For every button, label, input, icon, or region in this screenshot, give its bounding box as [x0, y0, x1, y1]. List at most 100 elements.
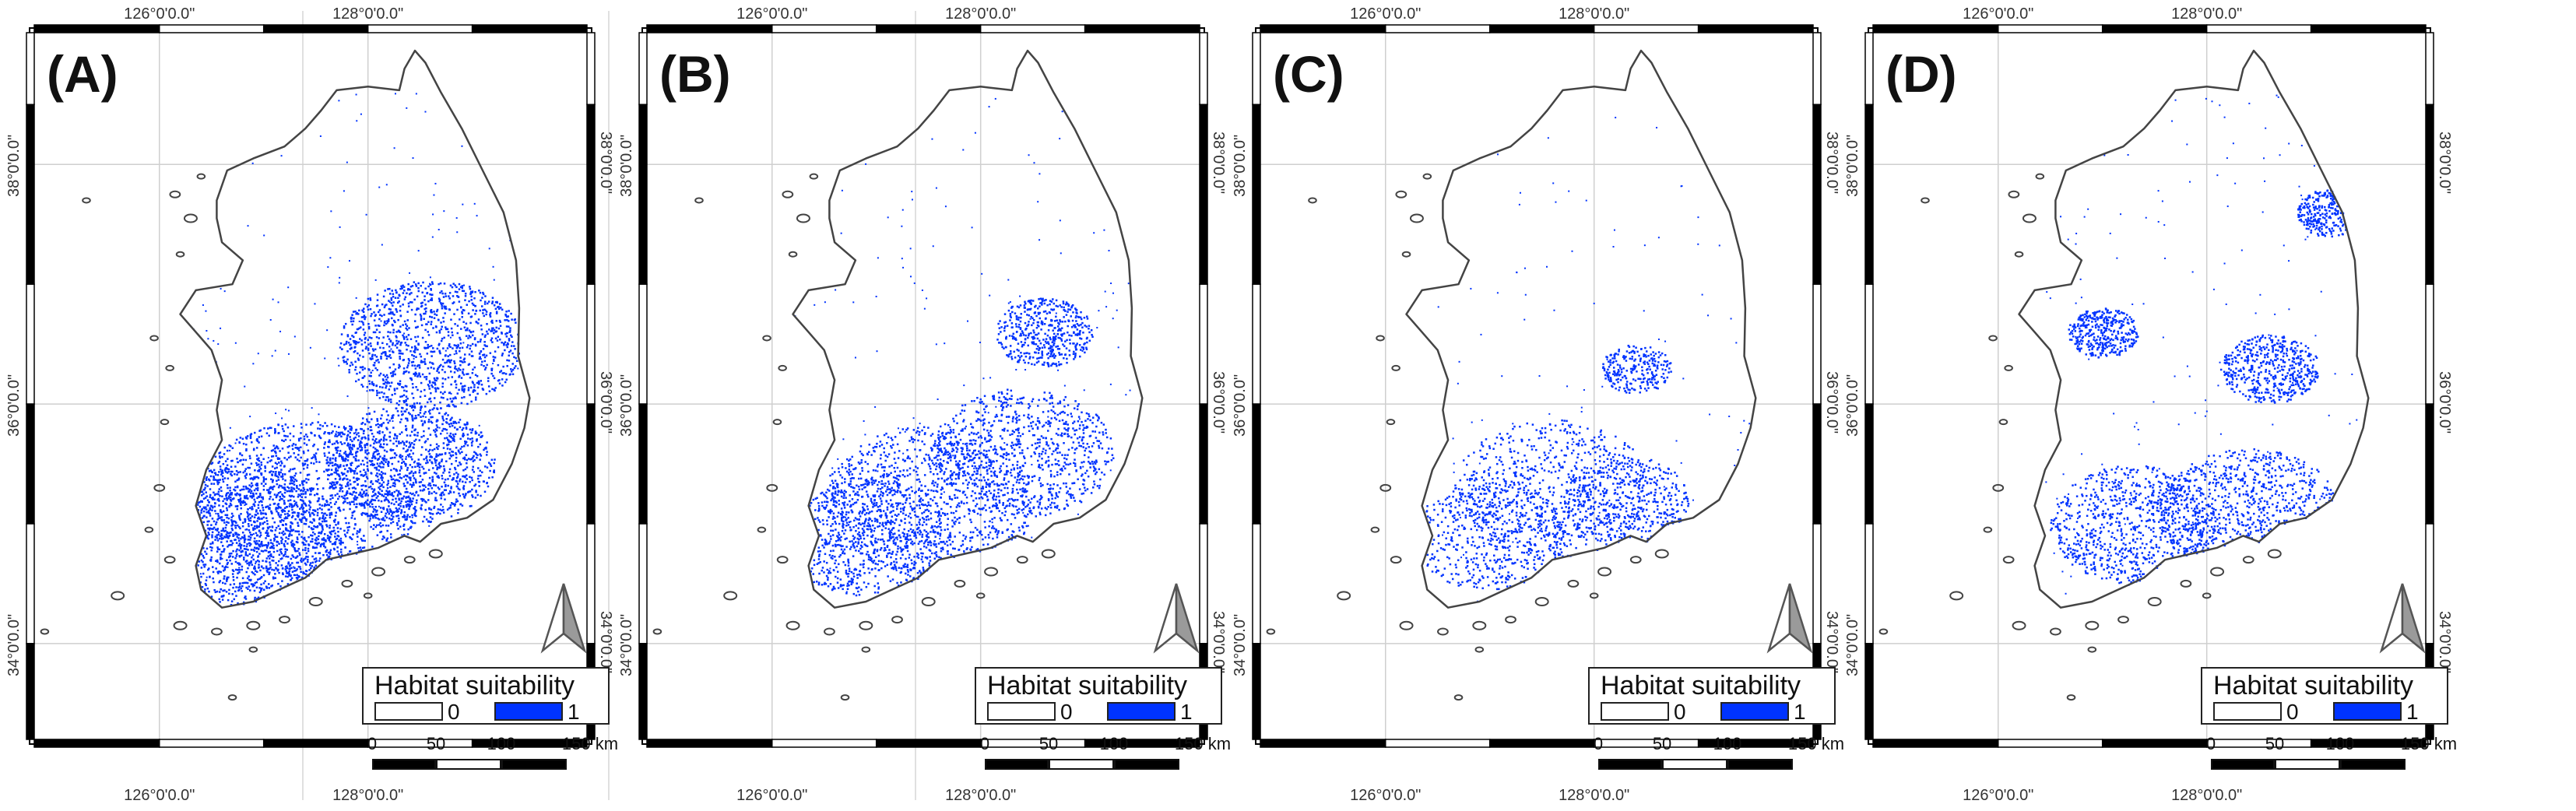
- habitat-cell: [420, 317, 423, 320]
- habitat-cell: [448, 345, 451, 347]
- habitat-cell: [841, 462, 843, 465]
- habitat-cell: [899, 556, 902, 560]
- habitat-cell: [346, 470, 349, 473]
- habitat-cell: [431, 311, 433, 314]
- habitat-cell: [950, 430, 952, 433]
- habitat-cell: [462, 469, 465, 472]
- habitat-cell: [483, 360, 487, 363]
- habitat-cell: [461, 504, 464, 507]
- habitat-cell: [958, 490, 961, 493]
- habitat-cell: [360, 427, 362, 430]
- habitat-cell: [402, 386, 405, 389]
- habitat-cell: [293, 574, 296, 577]
- habitat-cell: [345, 474, 348, 477]
- habitat-cell: [411, 493, 413, 496]
- habitat-cell: [262, 588, 265, 592]
- habitat-cell: [303, 543, 305, 546]
- habitat-cell: [262, 507, 264, 509]
- habitat-cell: [248, 578, 251, 581]
- habitat-cell: [209, 488, 212, 490]
- habitat-cell: [303, 479, 306, 483]
- habitat-cell: [470, 295, 473, 298]
- habitat-cell: [420, 497, 423, 500]
- habitat-cell: [464, 440, 466, 443]
- habitat-cell: [463, 497, 466, 499]
- neatline-border-left: [638, 32, 648, 106]
- habitat-cell: [381, 423, 383, 426]
- habitat-cell: [462, 374, 466, 376]
- habitat-cell: [393, 319, 395, 322]
- habitat-cell: [444, 312, 446, 314]
- habitat-cell: [274, 432, 276, 434]
- neatline-border-left: [26, 32, 35, 106]
- habitat-cell: [364, 423, 367, 426]
- habitat-cell: [457, 296, 459, 298]
- habitat-cell: [451, 331, 453, 334]
- habitat-cell: [278, 473, 281, 476]
- habitat-cell: [231, 524, 234, 526]
- habitat-cell: [282, 524, 285, 526]
- habitat-cell: [454, 503, 456, 505]
- habitat-cell: [974, 465, 976, 468]
- habitat-cell: [335, 441, 338, 443]
- habitat-cell: [350, 517, 353, 519]
- habitat-cell: [328, 446, 330, 448]
- habitat-cell: [486, 466, 489, 469]
- habitat-cell: [452, 454, 455, 457]
- habitat-cell: [309, 489, 312, 491]
- habitat-cell: [432, 327, 434, 329]
- habitat-cell: [381, 490, 383, 493]
- habitat-cell: [411, 424, 414, 427]
- habitat-cell: [435, 331, 438, 334]
- habitat-cell: [494, 387, 497, 389]
- habitat-cell: [304, 546, 307, 549]
- habitat-cell: [342, 456, 344, 458]
- habitat-cell: [446, 398, 449, 401]
- habitat-cell: [382, 443, 385, 445]
- habitat-cell: [236, 458, 238, 460]
- habitat-cell: [495, 312, 498, 314]
- habitat-cell: [281, 475, 284, 478]
- habitat-cell: [473, 389, 476, 392]
- habitat-cell: [231, 569, 234, 571]
- habitat-cell: [392, 313, 394, 315]
- habitat-cell: [260, 464, 263, 466]
- habitat-cell: [852, 538, 856, 540]
- habitat-cell: [926, 493, 930, 496]
- habitat-cell: [471, 440, 474, 443]
- habitat-cell: [321, 508, 323, 511]
- habitat-cell: [235, 438, 238, 441]
- habitat-cell: [386, 381, 389, 384]
- habitat-cell: [223, 567, 226, 569]
- habitat-cell: [406, 338, 409, 341]
- habitat-cell: [423, 395, 427, 398]
- habitat-cell: [358, 503, 361, 506]
- habitat-cell: [337, 530, 339, 533]
- habitat-cell: [238, 555, 241, 558]
- habitat-cell: [864, 461, 866, 463]
- habitat-cell: [444, 307, 446, 310]
- habitat-cell: [326, 504, 329, 506]
- habitat-cell: [310, 490, 312, 493]
- habitat-cell: [258, 578, 261, 581]
- habitat-cell: [224, 469, 227, 472]
- habitat-cell: [330, 473, 332, 476]
- habitat-cell: [310, 423, 312, 426]
- habitat-cell: [258, 436, 261, 438]
- habitat-cell: [918, 521, 920, 524]
- habitat-cell: [374, 514, 376, 518]
- habitat-cell: [269, 529, 272, 532]
- habitat-cell: [431, 518, 434, 520]
- habitat-cell: [473, 297, 476, 300]
- habitat-cell: [418, 466, 421, 469]
- habitat-cell: [435, 314, 438, 317]
- habitat-cell: [373, 442, 375, 445]
- habitat-cell: [433, 507, 435, 510]
- habitat-cell: [353, 498, 356, 501]
- habitat-cell: [394, 456, 396, 459]
- habitat-cell: [363, 469, 365, 472]
- habitat-cell: [415, 356, 417, 358]
- habitat-cell: [340, 553, 343, 556]
- habitat-cell: [402, 336, 406, 339]
- habitat-cell: [303, 536, 306, 539]
